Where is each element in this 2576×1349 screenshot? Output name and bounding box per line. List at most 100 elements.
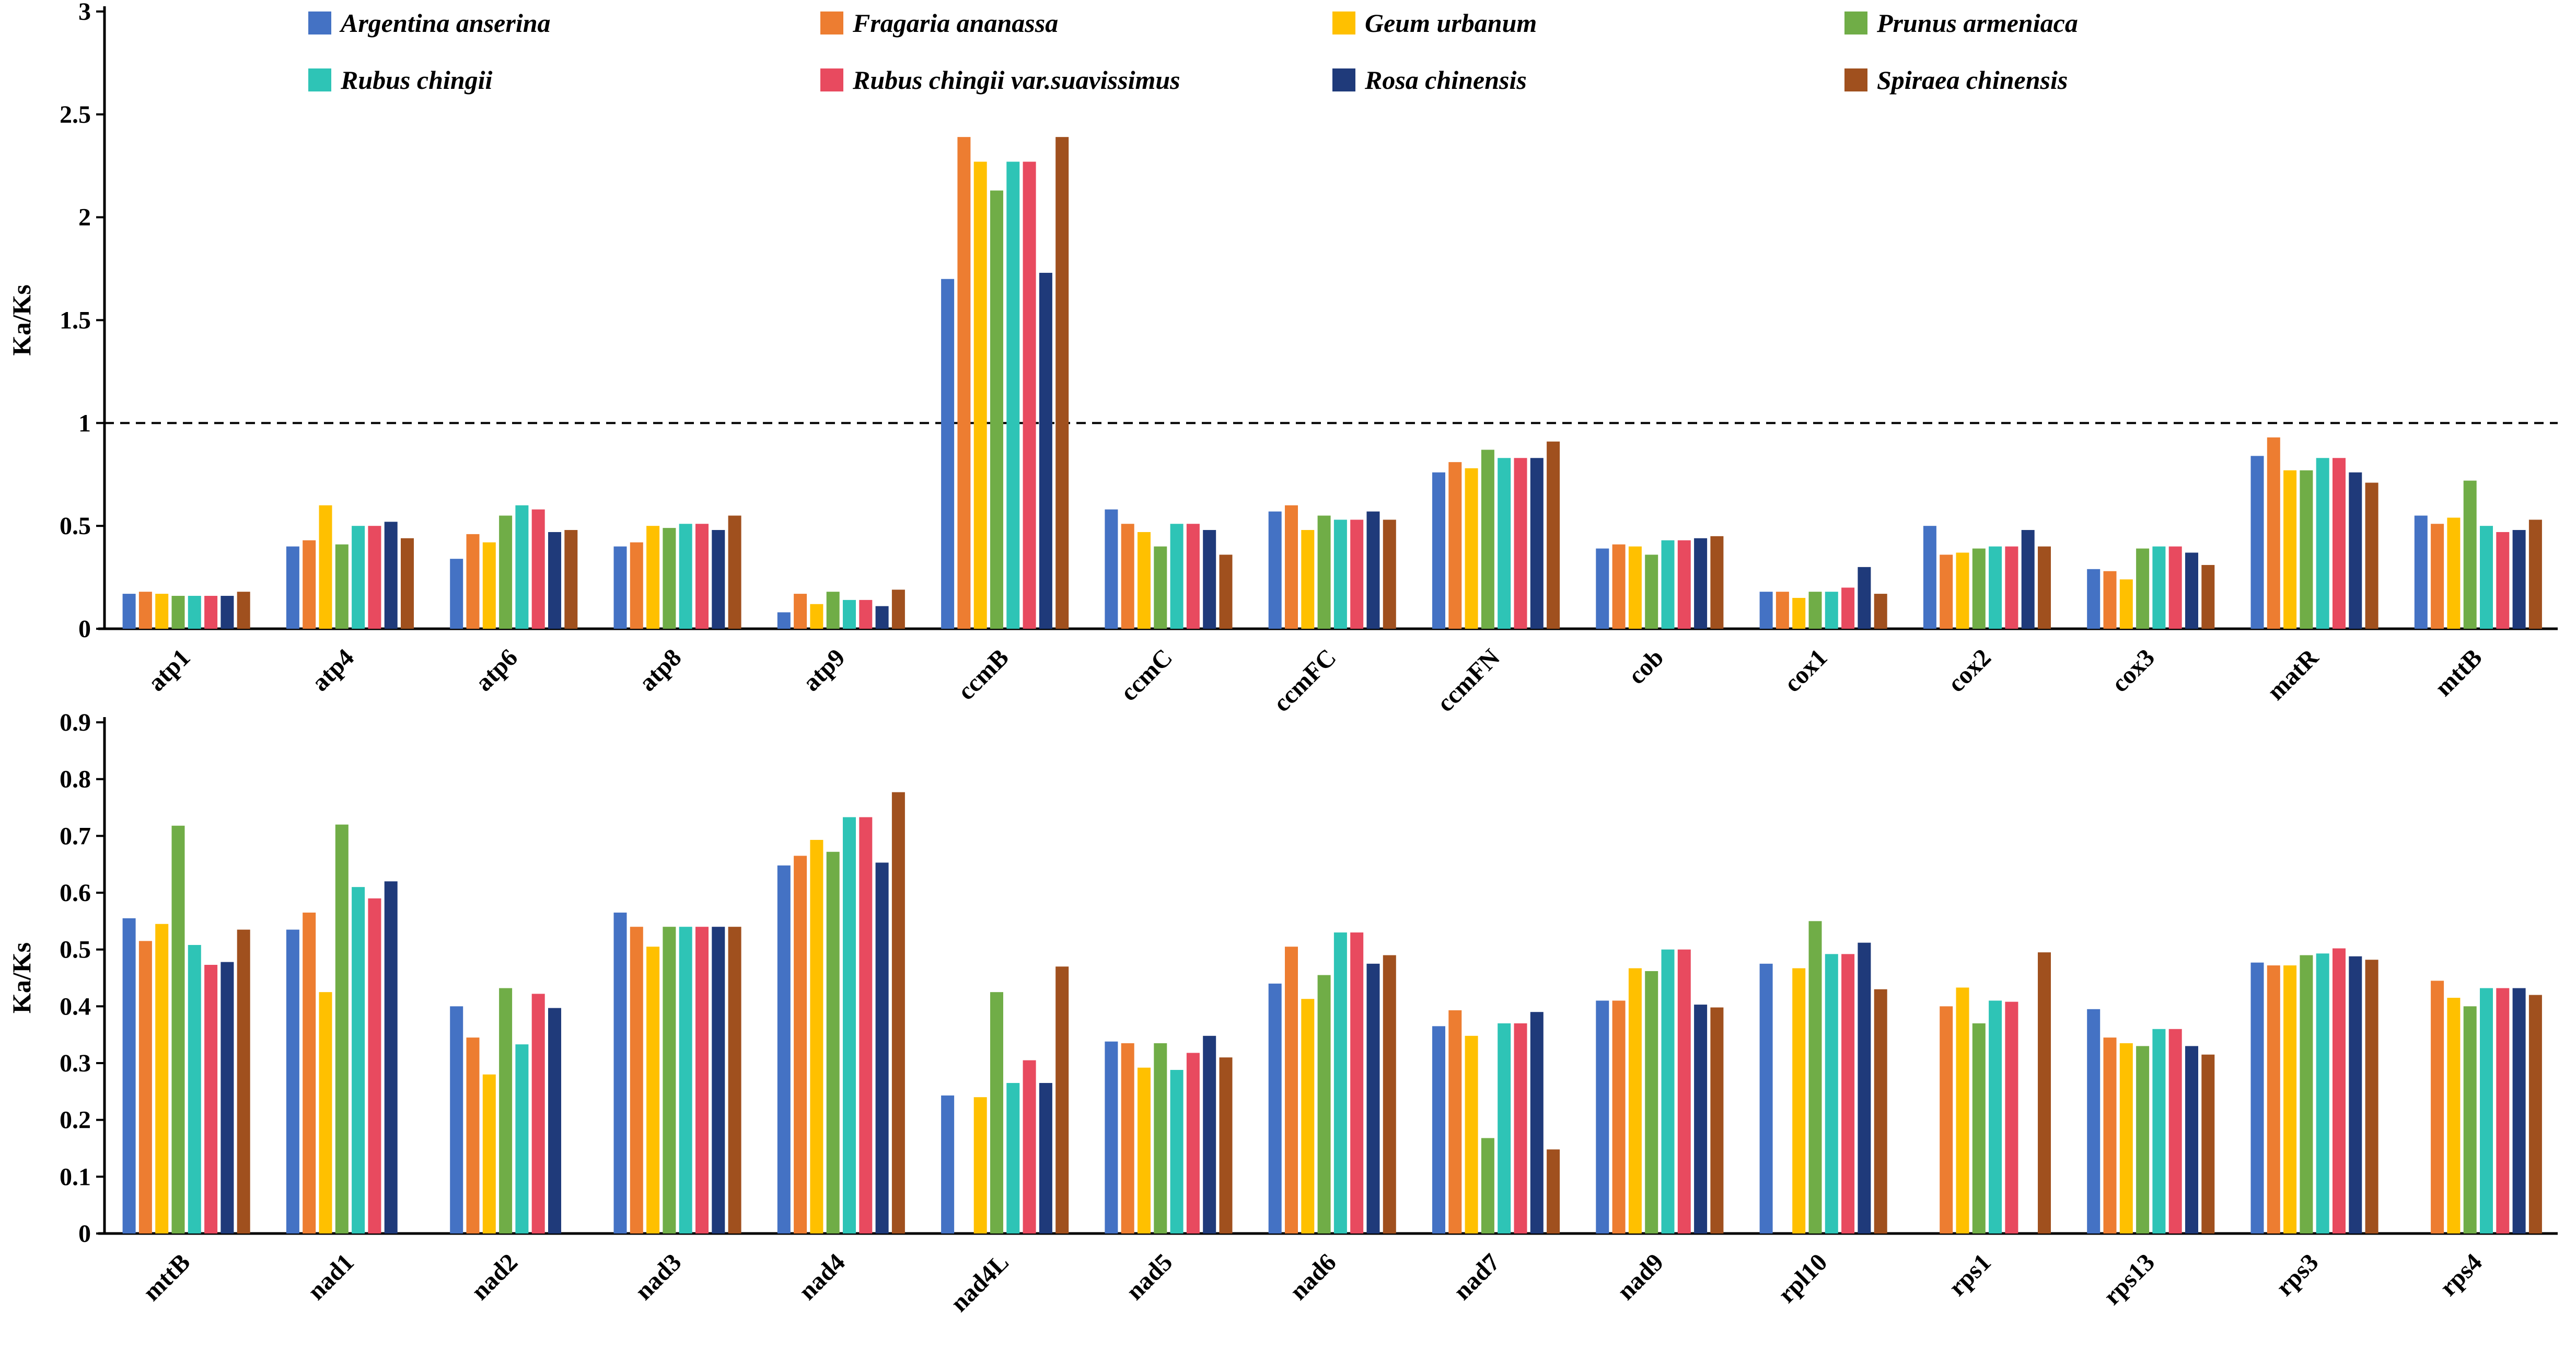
bar-top-ccmfn-geum-urbanum [1465, 468, 1478, 629]
bar-top-ccmb-spiraea-chinensis [1055, 137, 1069, 629]
top-x-tick-label: ccmB [952, 643, 1014, 706]
bottom-y-tick-label: 0.6 [60, 879, 91, 907]
bar-bottom-nad9-rosa-chinensis [1694, 1005, 1708, 1233]
bar-top-atp6-spiraea-chinensis [564, 530, 578, 629]
bar-top-atp1-rubus-chingii-var-suavissimus [204, 596, 218, 629]
bar-bottom-nad5-rubus-chingii [1170, 1070, 1183, 1233]
bar-top-cox3-rosa-chinensis [2185, 552, 2198, 629]
bar-top-atp4-rosa-chinensis [384, 522, 398, 629]
bar-top-ccmc-rosa-chinensis [1203, 530, 1216, 629]
bar-top-atp9-prunus-armeniaca [826, 592, 840, 629]
top-x-tick-label: matR [2262, 643, 2324, 705]
bar-top-ccmfc-spiraea-chinensis [1383, 520, 1396, 629]
bar-top-atp8-rubus-chingii-var-suavissimus [695, 524, 709, 629]
bar-bottom-nad6-prunus-armeniaca [1317, 975, 1331, 1233]
bar-bottom-nad6-rubus-chingii-var-suavissimus [1350, 932, 1364, 1233]
bottom-y-tick-label: 0.2 [60, 1106, 91, 1134]
bar-top-atp1-spiraea-chinensis [237, 592, 250, 629]
bar-bottom-nad9-prunus-armeniaca [1645, 971, 1658, 1233]
top-x-tick-label: cox2 [1942, 643, 1996, 697]
bottom-x-tick-label: rps1 [1943, 1248, 1997, 1301]
top-y-tick-label: 1 [78, 409, 91, 437]
bar-top-cox2-spiraea-chinensis [2038, 546, 2051, 629]
bar-top-cox2-argentina-anserina [1923, 526, 1936, 629]
bar-bottom-nad4-rubus-chingii-var-suavissimus [859, 817, 873, 1233]
bar-bottom-nad1-geum-urbanum [319, 992, 332, 1233]
bottom-x-tick-label: nad3 [630, 1248, 687, 1305]
bottom-x-tick-label: nad9 [1612, 1248, 1669, 1305]
bar-bottom-nad5-geum-urbanum [1138, 1067, 1151, 1233]
bar-top-mttb-fragaria-ananassa [2431, 524, 2444, 629]
legend-label-prunus-armeniaca: Prunus armeniaca [1876, 8, 2078, 38]
top-x-tick-label: ccmC [1115, 643, 1178, 706]
bar-top-atp8-argentina-anserina [613, 546, 627, 629]
top-x-tick-label: cox3 [2106, 643, 2160, 697]
bar-bottom-nad7-rubus-chingii [1498, 1023, 1511, 1233]
bottom-x-tick-label: rps3 [2271, 1248, 2324, 1301]
bar-top-atp9-spiraea-chinensis [891, 590, 905, 629]
bottom-y-tick-label: 0.5 [60, 936, 91, 964]
bar-bottom-nad4-prunus-armeniaca [826, 851, 840, 1233]
bar-top-cox2-geum-urbanum [1956, 552, 1969, 629]
bar-top-atp1-fragaria-ananassa [138, 592, 152, 629]
bar-top-ccmfn-rosa-chinensis [1530, 458, 1544, 629]
bar-top-atp9-rosa-chinensis [875, 606, 889, 629]
legend-label-argentina-anserina: Argentina anserina [339, 8, 551, 38]
bar-bottom-nad1-rosa-chinensis [384, 881, 398, 1233]
bar-bottom-nad6-argentina-anserina [1268, 983, 1282, 1233]
top-x-tick-label: atp1 [143, 643, 196, 697]
bar-top-atp9-rubus-chingii-var-suavissimus [859, 599, 873, 629]
top-x-tick-label: atp8 [634, 643, 687, 697]
bar-top-atp1-argentina-anserina [122, 594, 136, 629]
bar-bottom-nad2-geum-urbanum [482, 1074, 496, 1233]
bar-bottom-nad1-rubus-chingii [352, 887, 365, 1233]
top-y-tick-label: 2 [78, 204, 91, 232]
bar-top-ccmfn-rubus-chingii [1498, 458, 1511, 629]
bar-bottom-mttb-prunus-armeniaca [171, 825, 185, 1233]
bar-bottom-nad3-fragaria-ananassa [630, 927, 643, 1233]
bar-bottom-rps13-argentina-anserina [2087, 1009, 2101, 1233]
bar-bottom-rpl10-argentina-anserina [1759, 963, 1773, 1233]
bar-bottom-rpl10-spiraea-chinensis [1874, 989, 1887, 1233]
bar-bottom-nad3-rubus-chingii [679, 927, 692, 1233]
bar-top-ccmc-rubus-chingii [1170, 524, 1183, 629]
bar-bottom-rpl10-geum-urbanum [1792, 968, 1806, 1233]
bar-top-ccmb-fragaria-ananassa [957, 137, 971, 629]
bar-bottom-nad5-argentina-anserina [1105, 1041, 1118, 1233]
bottom-x-tick-label: rps4 [2434, 1248, 2488, 1301]
bar-top-ccmfn-rubus-chingii-var-suavissimus [1514, 458, 1527, 629]
bottom-x-tick-label: nad4L [945, 1248, 1014, 1317]
bar-bottom-rps3-argentina-anserina [2250, 962, 2264, 1233]
top-y-tick-label: 3 [78, 0, 91, 26]
top-y-tick-label: 1.5 [60, 307, 91, 335]
bar-bottom-nad5-prunus-armeniaca [1154, 1043, 1167, 1233]
bar-top-cox1-rubus-chingii-var-suavissimus [1841, 587, 1855, 629]
bar-bottom-nad1-argentina-anserina [286, 929, 299, 1233]
bar-top-atp4-rubus-chingii [352, 526, 365, 629]
bar-top-cox1-prunus-armeniaca [1808, 592, 1822, 629]
bar-bottom-rps1-prunus-armeniaca [1972, 1023, 1986, 1233]
bottom-y-tick-label: 0.8 [60, 766, 91, 793]
bar-bottom-nad9-spiraea-chinensis [1710, 1007, 1724, 1233]
bar-top-ccmfc-rubus-chingii [1333, 520, 1347, 629]
bar-top-atp9-rubus-chingii [843, 599, 856, 629]
bar-top-ccmfn-fragaria-ananassa [1448, 462, 1462, 629]
bar-top-matr-prunus-armeniaca [2300, 470, 2313, 629]
legend-swatch-spiraea-chinensis [1844, 68, 1867, 91]
bar-bottom-rps4-prunus-armeniaca [2463, 1006, 2477, 1233]
bar-top-atp9-argentina-anserina [777, 612, 791, 629]
bar-top-matr-rubus-chingii [2316, 458, 2329, 629]
bar-top-ccmb-prunus-armeniaca [990, 190, 1003, 629]
bar-bottom-mttb-rubus-chingii-var-suavissimus [204, 965, 218, 1233]
bar-bottom-nad4-spiraea-chinensis [891, 792, 905, 1233]
bar-top-atp1-rosa-chinensis [221, 596, 234, 629]
bar-bottom-rps3-rubus-chingii [2316, 953, 2329, 1233]
bar-top-atp8-spiraea-chinensis [728, 515, 741, 629]
bar-bottom-nad4-rosa-chinensis [875, 862, 889, 1233]
bar-bottom-rpl10-prunus-armeniaca [1808, 921, 1822, 1233]
legend-label-geum-urbanum: Geum urbanum [1365, 8, 1537, 38]
bar-bottom-mttb-rosa-chinensis [221, 962, 234, 1233]
bar-top-ccmfc-fragaria-ananassa [1285, 505, 1298, 629]
bar-bottom-nad4l-argentina-anserina [941, 1095, 955, 1233]
